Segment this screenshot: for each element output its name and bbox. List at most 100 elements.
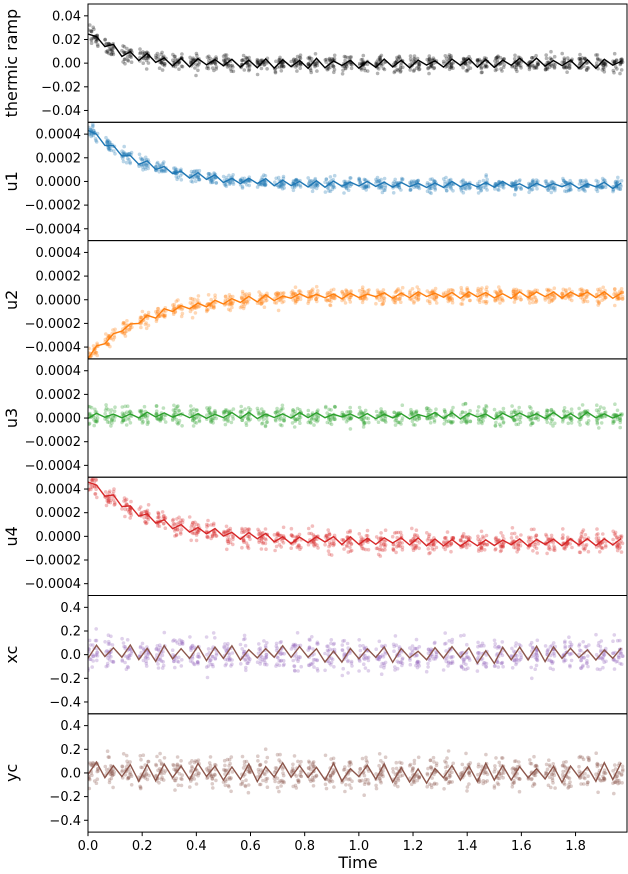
data-point <box>128 48 133 52</box>
data-point <box>577 420 581 424</box>
data-point <box>600 176 605 181</box>
data-point <box>315 299 319 304</box>
data-point <box>585 299 590 304</box>
data-point <box>145 316 150 321</box>
data-point <box>128 508 132 513</box>
data-point <box>189 179 193 183</box>
data-point <box>139 325 143 330</box>
data-point <box>180 52 184 56</box>
data-point <box>611 529 615 534</box>
data-point <box>209 536 213 541</box>
data-point <box>567 62 572 67</box>
data-point <box>326 659 331 663</box>
data-point <box>426 661 430 666</box>
data-point <box>129 55 133 60</box>
data-point <box>450 297 455 301</box>
data-point <box>226 641 230 646</box>
data-point <box>349 416 353 421</box>
data-point <box>314 413 319 418</box>
data-point <box>516 546 520 551</box>
data-point <box>482 56 487 60</box>
data-point <box>441 59 446 64</box>
data-point <box>311 533 316 537</box>
data-point <box>245 65 250 69</box>
data-point <box>581 528 586 532</box>
data-point <box>298 183 303 188</box>
data-point <box>409 538 413 543</box>
data-point <box>348 530 352 534</box>
data-point <box>602 61 607 66</box>
data-point <box>533 295 538 300</box>
data-point <box>230 651 235 655</box>
data-point <box>519 66 523 70</box>
data-point <box>596 410 601 415</box>
data-point <box>612 413 617 418</box>
data-point <box>570 545 574 550</box>
data-point <box>475 409 480 413</box>
data-point <box>580 289 584 293</box>
data-point <box>611 537 615 542</box>
data-point <box>291 291 296 296</box>
data-point <box>417 416 422 421</box>
data-point <box>612 419 617 424</box>
data-point <box>379 295 384 300</box>
data-point <box>154 412 158 416</box>
data-point <box>111 660 116 664</box>
data-point <box>395 289 399 293</box>
data-point <box>212 410 216 415</box>
data-point <box>553 295 557 300</box>
data-point <box>205 675 210 680</box>
data-point <box>274 664 278 668</box>
data-point <box>527 405 532 409</box>
data-point <box>449 419 453 424</box>
data-point <box>396 420 400 425</box>
data-point <box>349 415 354 420</box>
data-point <box>158 658 162 662</box>
data-point <box>414 296 419 301</box>
data-point <box>129 150 134 155</box>
data-point <box>495 298 500 302</box>
data-point <box>459 187 463 191</box>
data-point <box>213 62 218 66</box>
data-point <box>330 415 335 420</box>
data-point <box>94 350 99 355</box>
data-point <box>277 185 281 189</box>
data-point <box>400 657 405 662</box>
data-point <box>460 291 465 296</box>
data-point <box>531 416 535 421</box>
data-point <box>104 403 108 407</box>
data-point <box>466 67 470 72</box>
data-point <box>430 64 434 68</box>
data-point <box>226 534 231 538</box>
data-point <box>599 185 603 190</box>
data-point <box>106 146 110 150</box>
data-point <box>379 409 384 414</box>
data-point <box>498 301 502 305</box>
data-point <box>293 642 298 647</box>
data-point <box>328 189 333 194</box>
data-point <box>613 59 617 64</box>
data-point <box>257 647 261 651</box>
data-point <box>343 185 348 189</box>
data-point <box>308 662 313 666</box>
data-point <box>328 543 333 547</box>
data-point <box>602 63 606 67</box>
data-point <box>192 411 197 416</box>
data-point <box>88 488 91 492</box>
data-point <box>442 409 447 414</box>
data-point <box>416 184 421 188</box>
data-point <box>171 408 176 412</box>
data-point <box>129 511 133 515</box>
data-point <box>261 541 265 546</box>
data-point <box>400 177 404 182</box>
data-point <box>434 545 439 550</box>
data-point <box>294 178 299 182</box>
data-point <box>342 179 346 184</box>
data-point <box>112 500 117 505</box>
data-point <box>170 518 175 523</box>
data-point <box>446 299 451 304</box>
data-point <box>189 648 193 652</box>
data-point <box>103 408 108 413</box>
data-point <box>228 180 233 184</box>
data-point <box>398 660 403 664</box>
